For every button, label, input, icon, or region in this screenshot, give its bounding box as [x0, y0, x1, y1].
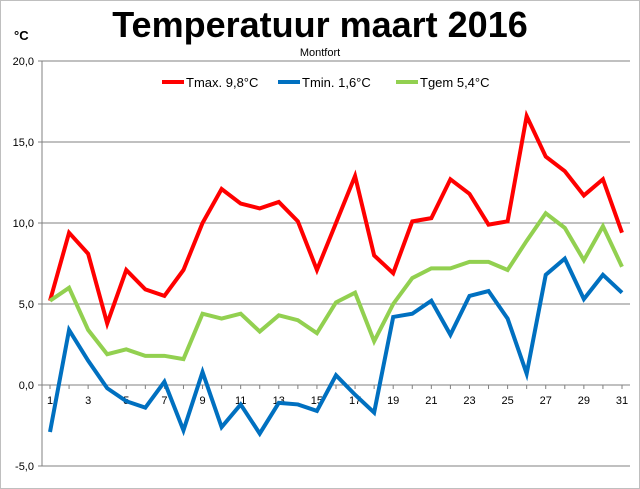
axes — [38, 60, 630, 467]
x-tick-label: 19 — [387, 395, 399, 407]
y-tick-label: 5,0 — [19, 299, 34, 311]
x-tick-label: 11 — [235, 395, 246, 407]
legend-label: Tmax. 9,8°C — [186, 75, 258, 90]
series-line-1 — [48, 109, 624, 331]
x-tick-label: 29 — [578, 395, 590, 407]
y-tick-label: 20,0 — [13, 56, 34, 68]
legend-label: Tmin. 1,6°C — [302, 75, 371, 90]
x-tick-label: 3 — [85, 395, 91, 407]
x-tick-label: 23 — [463, 395, 475, 407]
legend: Tmax. 9,8°C Tmin. 1,6°C Tgem 5,4°C — [162, 75, 490, 90]
y-axis-unit-label: °C — [14, 28, 29, 43]
series-line-2 — [48, 255, 624, 438]
x-tick-label: 7 — [161, 395, 167, 407]
series-lines — [48, 109, 624, 438]
chart-title: Temperatuur maart 2016 — [112, 4, 528, 45]
series-line-3 — [48, 210, 624, 362]
y-tick-label: 0,0 — [19, 380, 34, 392]
x-tick-label: 31 — [616, 395, 628, 407]
y-tick-label: 15,0 — [13, 137, 34, 149]
y-tick-label: 10,0 — [13, 218, 34, 230]
chart-subtitle: Montfort — [299, 47, 341, 59]
legend-label: Tgem 5,4°C — [420, 75, 490, 90]
y-tick-labels: 20,0 15,0 10,0 5,0 0,0 -5,0 — [13, 56, 34, 473]
x-tick-label: 25 — [501, 395, 513, 407]
x-tick-label: 1 — [47, 395, 53, 407]
x-tick-label: 21 — [425, 395, 437, 407]
x-tick-label: 27 — [540, 395, 552, 407]
x-tick-label: 9 — [199, 395, 205, 407]
y-tick-label: -5,0 — [15, 461, 34, 473]
